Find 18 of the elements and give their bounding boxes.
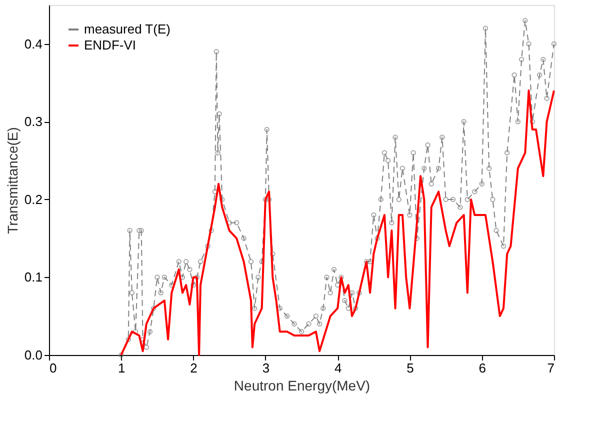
x-tick-label: 2 <box>190 360 198 376</box>
y-tick-label: 0.4 <box>24 36 42 52</box>
x-tick-label: 5 <box>406 360 414 376</box>
y-tick-label: 0.0 <box>24 348 42 362</box>
x-tick-label: 1 <box>118 360 126 376</box>
legend-label: measured T(E) <box>84 22 170 36</box>
x-tick-label: 6 <box>478 360 486 376</box>
line-series <box>120 90 555 356</box>
x-tick-label: 4 <box>334 360 342 376</box>
x-axis-title: Neutron Energy(MeV) <box>234 378 370 394</box>
y-tick-label: 0.1 <box>24 270 42 285</box>
y-tick-label: 0.2 <box>24 192 42 207</box>
x-tick-label: 0 <box>50 360 57 376</box>
y-tick-label: 0.3 <box>24 114 42 130</box>
x-tick-label: 3 <box>262 360 270 376</box>
x-tick-label: 7 <box>547 360 554 376</box>
legend-label: ENDF-VI <box>84 38 136 52</box>
y-axis-title: Transmittance(E) <box>4 127 20 234</box>
